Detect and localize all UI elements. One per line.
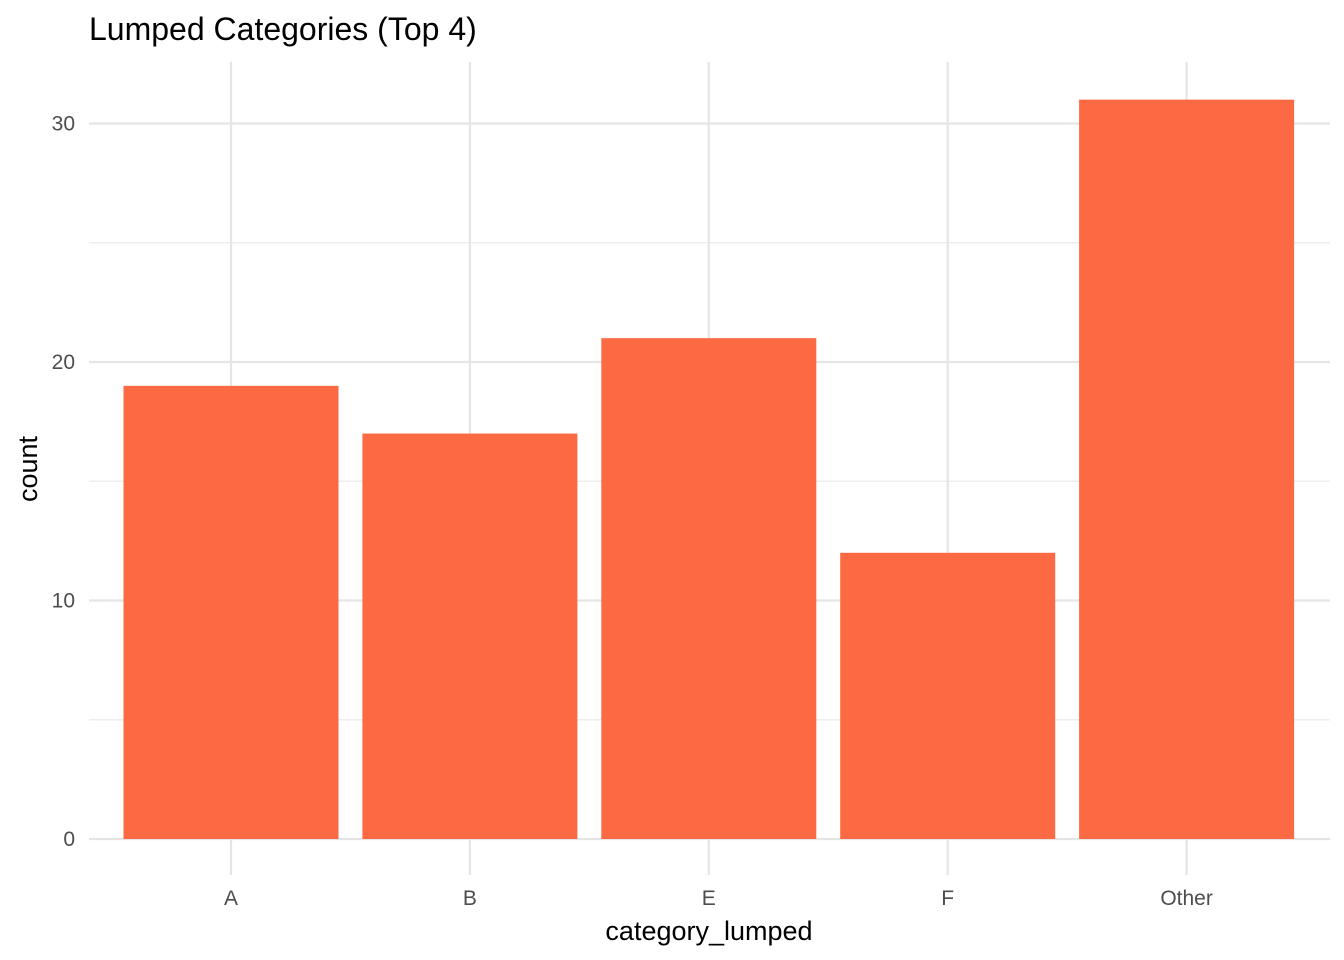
x-tick-label: A [224,887,238,910]
bar-a [123,385,339,839]
y-axis-title: count [13,435,43,502]
bar-e [601,338,817,839]
bar-layer [123,99,1295,839]
bar-f [840,552,1056,839]
bar-b [362,433,578,839]
x-axis-title: category_lumped [605,916,812,946]
y-tick-label: 10 [52,590,75,613]
x-tick-label: B [463,887,477,910]
y-tick-label: 0 [63,828,75,851]
y-tick-label: 20 [52,351,75,374]
tick-layer: 0 10 20 30 A B E F Other [52,113,1213,911]
chart-title: Lumped Categories (Top 4) [89,11,477,47]
x-tick-label: Other [1160,887,1213,910]
x-tick-label: F [941,887,954,910]
y-tick-label: 30 [52,113,75,136]
bar-other [1079,99,1295,839]
x-tick-label: E [702,887,716,910]
